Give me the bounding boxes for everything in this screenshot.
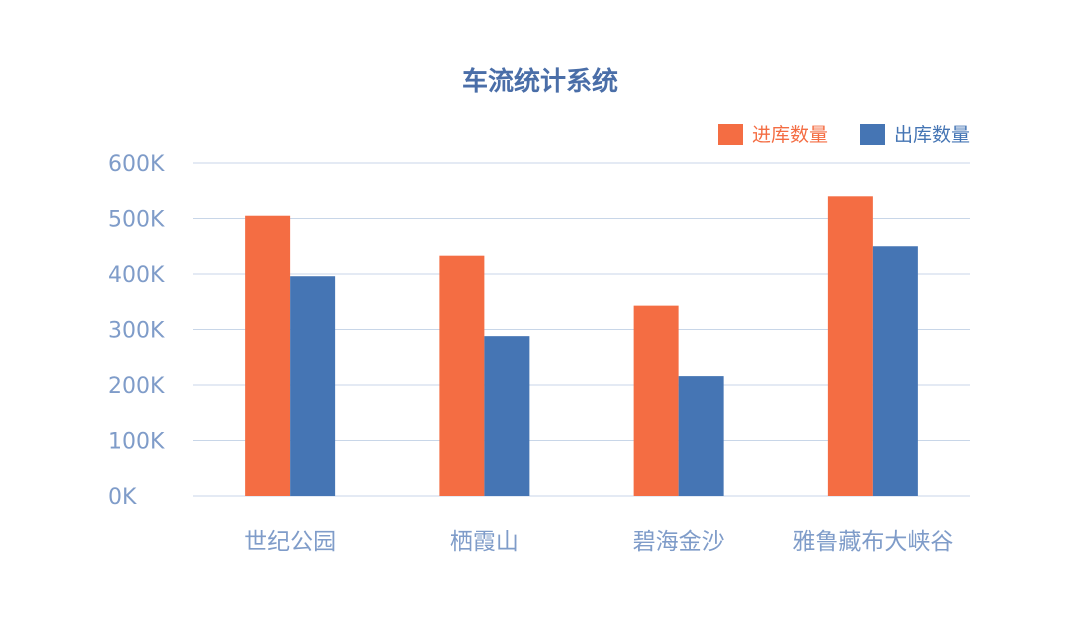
legend-label: 出库数量 [894, 124, 970, 146]
bar-in-2 [633, 305, 679, 496]
y-tick-label: 0K [108, 485, 137, 510]
chart-title: 车流统计系统 [462, 66, 618, 97]
x-category-label: 雅鲁藏布大峡谷 [792, 529, 953, 555]
bars [245, 196, 918, 497]
bar-in-3 [827, 196, 873, 497]
x-axis-categories: 世纪公园 栖霞山 碧海金沙 雅鲁藏布大峡谷 [244, 529, 953, 555]
y-tick-label: 600K [108, 152, 165, 177]
legend-swatch [860, 124, 885, 145]
y-tick-label: 400K [108, 263, 165, 288]
bar-out-2 [678, 376, 724, 496]
y-tick-label: 100K [108, 430, 165, 455]
legend-swatch [718, 124, 743, 145]
y-axis-ticks: 0K 100K 200K 300K 400K 500K 600K [108, 152, 165, 510]
y-tick-label: 500K [108, 208, 165, 233]
bar-in-0 [245, 215, 291, 496]
bar-out-3 [872, 246, 918, 496]
bar-in-1 [439, 255, 485, 496]
legend-label: 进库数量 [752, 124, 828, 146]
bar-out-1 [484, 336, 530, 496]
y-tick-label: 200K [108, 374, 165, 399]
y-tick-label: 300K [108, 319, 165, 344]
x-category-label: 世纪公园 [244, 529, 336, 555]
x-category-label: 碧海金沙 [633, 529, 725, 555]
legend: 进库数量 出库数量 [718, 124, 970, 146]
bar-out-0 [290, 276, 336, 496]
x-category-label: 栖霞山 [450, 529, 519, 555]
